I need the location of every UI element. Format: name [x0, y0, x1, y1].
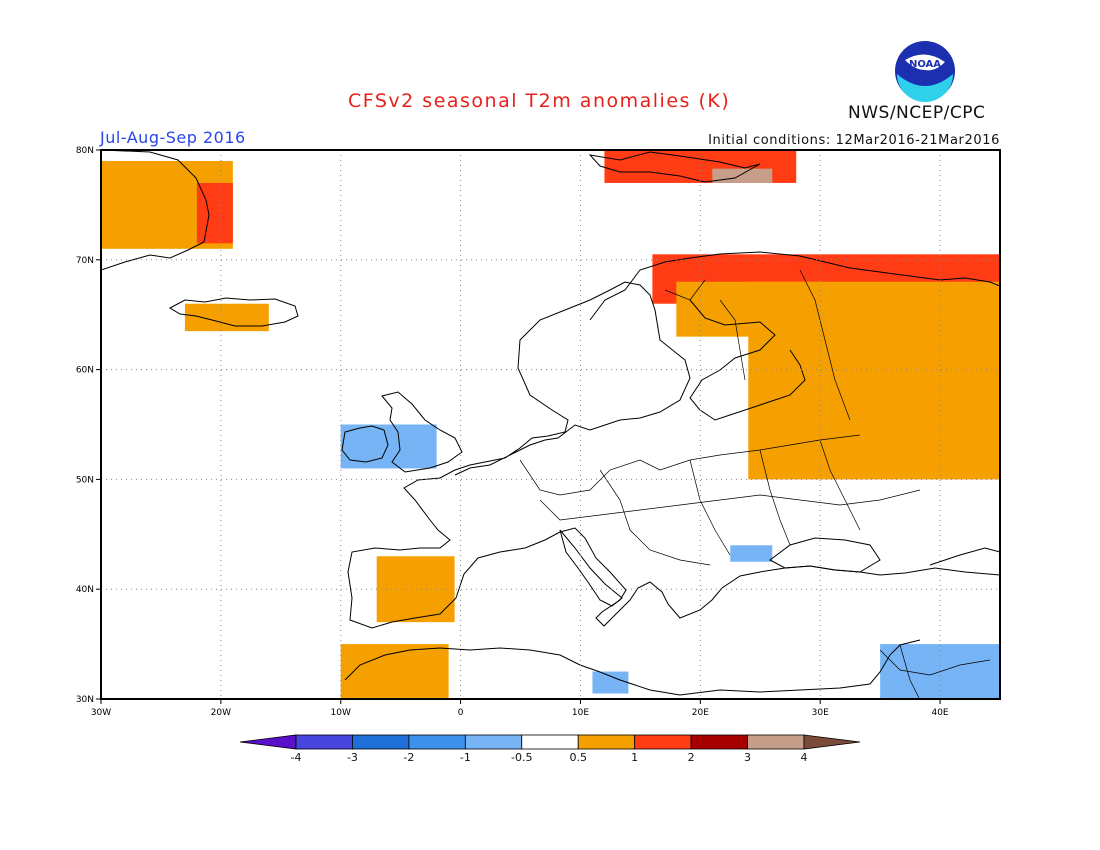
coastlines [101, 150, 1000, 696]
colorbar-tick-label: 1 [631, 751, 639, 764]
organization-label: NWS/NCEP/CPC [848, 103, 986, 123]
greenland-coast [101, 150, 210, 271]
lon-tick-label: 20W [211, 708, 231, 718]
colorbar-tick-label: 3 [744, 751, 752, 764]
africa-coast [344, 639, 921, 696]
lat-tick-label: 40N [76, 585, 94, 595]
noaa-logo: NOAA [895, 41, 955, 102]
colorbar-segment [747, 734, 805, 750]
black-sea-coast [769, 537, 881, 573]
colorbar-segment [464, 734, 523, 750]
anomaly-region-ireland-britain [340, 424, 437, 469]
anomaly-region-northwest-africa [340, 644, 449, 699]
anomaly-region-iberia [376, 556, 455, 623]
anomaly-region-balkans [730, 545, 773, 562]
lon-tick-label: 30W [91, 708, 111, 718]
lat-tick-label: 30N [76, 695, 94, 705]
colorbar-segment [408, 734, 466, 750]
lon-tick-label: 30E [812, 708, 829, 718]
ireland-coast [341, 425, 389, 463]
italy-coast [559, 529, 623, 607]
initial-conditions-label: Initial conditions: 12Mar2016-21Mar2016 [708, 133, 1000, 148]
caucasus-coast [929, 547, 1000, 566]
iceland-coast [168, 297, 299, 327]
lon-tick-label: 10W [331, 708, 351, 718]
colorbar-segment [352, 734, 410, 750]
season-label: Jul-Aug-Sep 2016 [100, 128, 246, 147]
svalbard-coast [588, 151, 761, 183]
baltic-coast [689, 299, 806, 421]
lat-tick-label: 50N [76, 475, 94, 485]
colorbar-tick-label: 0.5 [569, 751, 587, 764]
colorbar-tick-label: -2 [403, 751, 415, 764]
country-borders [519, 269, 991, 699]
map-area [101, 150, 1000, 699]
anomaly-region-iceland [184, 303, 269, 332]
lat-tick-label: 70N [76, 256, 94, 266]
colorbar-tick-label: 4 [800, 751, 808, 764]
lon-tick-label: 20E [692, 708, 709, 718]
britain-coast [381, 391, 463, 473]
europe-coast [347, 281, 1000, 629]
colorbar [239, 734, 861, 750]
colorbar-segment [521, 734, 579, 750]
colorbar-tick-label: -4 [290, 751, 302, 764]
colorbar-tick-label: -0.5 [511, 751, 533, 764]
lat-tick-label: 80N [76, 146, 94, 156]
lat-tick-label: 60N [76, 366, 94, 376]
noaa-logo-text: NOAA [909, 59, 941, 70]
lon-tick-label: 40E [931, 708, 948, 718]
colorbar-tick-label: -3 [346, 751, 358, 764]
colorbar-segment [690, 734, 748, 750]
colorbar-low-arrow [239, 734, 297, 750]
colorbar-segment [295, 734, 353, 750]
scandinavia-coast [589, 251, 1000, 321]
anomaly-region-libya-coast [592, 671, 629, 694]
anomaly-regions [101, 150, 1000, 699]
figure-title: CFSv2 seasonal T2m anomalies (K) [348, 90, 731, 112]
anomaly-region-svalbard-east [712, 168, 773, 183]
colorbar-segment [634, 734, 692, 750]
lon-tick-label: 10E [572, 708, 589, 718]
axis-ticks: 30W 20W 10W 0 10E 20E 30E 40E 30N 40N 50N 60N 70N 80N [76, 146, 949, 718]
colorbar-tick-label: -1 [459, 751, 471, 764]
lon-tick-label: 0 [458, 708, 464, 718]
map-frame [100, 149, 1001, 700]
colorbar-segment [577, 734, 636, 750]
colorbar-high-arrow [803, 734, 861, 750]
colorbar-tick-label: 2 [687, 751, 695, 764]
